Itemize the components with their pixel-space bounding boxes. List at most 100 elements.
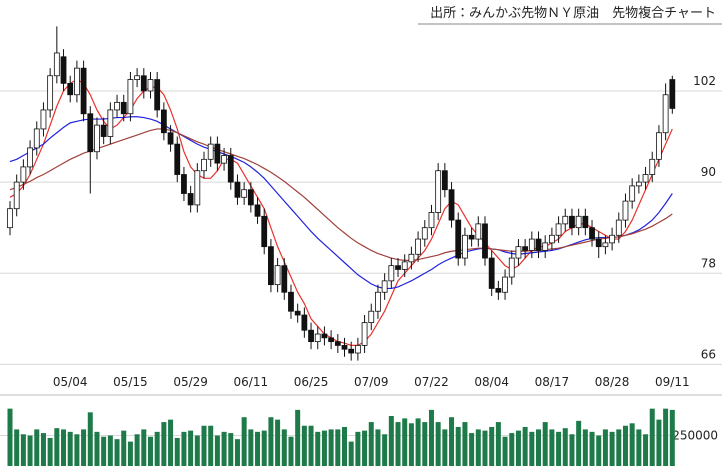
candle-body <box>247 189 254 206</box>
volume-bar <box>141 429 147 466</box>
x-tick-label: 06/25 <box>294 375 329 389</box>
volume-bar <box>616 429 622 466</box>
candle-body <box>441 170 448 191</box>
candle-body <box>528 238 535 251</box>
x-tick-label: 08/28 <box>595 375 630 389</box>
candle-body <box>174 143 181 175</box>
candle-body <box>642 174 649 183</box>
volume-bar <box>495 422 501 466</box>
volume-bar <box>288 436 294 466</box>
volume-bar <box>663 408 669 466</box>
volume-bar <box>348 441 354 466</box>
candle-body <box>127 79 134 115</box>
volume-bar <box>643 434 649 466</box>
volume-bar <box>268 417 274 466</box>
volume-bar <box>154 431 160 466</box>
volume-bar <box>442 429 448 466</box>
candle-body <box>301 314 308 331</box>
volume-bar <box>549 429 555 466</box>
candle-body <box>80 67 87 115</box>
volume-bar <box>462 422 468 466</box>
volume-bar <box>375 429 381 466</box>
volume-bar <box>7 408 13 466</box>
candle-body <box>40 109 47 130</box>
candle-body <box>114 101 120 111</box>
x-tick-label: 05/15 <box>113 375 148 389</box>
candle-body <box>388 265 395 282</box>
candle-body <box>468 234 475 240</box>
volume-bar <box>475 429 481 466</box>
volume-bar <box>556 431 562 466</box>
candle-body <box>314 333 321 343</box>
x-tick-label: 05/29 <box>173 375 208 389</box>
candle-body <box>669 79 676 109</box>
candle-body <box>187 193 194 206</box>
volume-tick-label: 250000 <box>672 429 718 443</box>
candle-body <box>261 215 268 248</box>
volume-bar <box>622 425 628 466</box>
volume-bar <box>81 429 87 466</box>
volume-bar <box>656 419 662 466</box>
volume-bar <box>301 425 307 466</box>
candle-body <box>120 101 127 115</box>
candle-body <box>415 238 421 255</box>
volume-bar <box>589 431 595 466</box>
volume-bar <box>368 422 374 466</box>
volume-bar <box>208 425 214 466</box>
candle-body <box>368 310 375 324</box>
candle-body <box>334 341 341 346</box>
candle-body <box>53 52 60 77</box>
volume-bar <box>482 430 488 466</box>
candle-body <box>328 337 335 343</box>
volume-bar <box>636 429 642 466</box>
candle-body <box>656 132 662 160</box>
candle-body <box>381 280 388 293</box>
volume-bar <box>14 429 20 466</box>
candle-body <box>488 257 495 289</box>
volume-bar <box>422 422 428 466</box>
candle-body <box>147 79 154 92</box>
candle-body <box>308 329 314 343</box>
candle-body <box>522 246 529 251</box>
volume-bar <box>194 435 200 466</box>
candle-body <box>281 265 288 293</box>
candle-body <box>254 204 261 217</box>
candle-body <box>575 215 582 229</box>
volume-bar <box>54 428 60 466</box>
candle-body <box>160 109 167 134</box>
volume-bar <box>596 435 602 466</box>
candle-body <box>341 345 348 350</box>
candle-body <box>214 143 221 164</box>
candle-body <box>348 348 355 354</box>
volume-bar <box>114 439 120 466</box>
volume-bar <box>161 422 167 466</box>
volume-bar <box>335 429 341 466</box>
y-tick-label: 78 <box>701 256 716 270</box>
volume-bar <box>328 429 334 466</box>
candle-body <box>288 291 294 312</box>
candle-body <box>482 223 488 259</box>
y-tick-label: 90 <box>701 165 716 179</box>
volume-bar <box>395 422 401 466</box>
candle-body <box>207 143 214 160</box>
candle-body <box>569 215 575 229</box>
volume-bar <box>261 430 267 466</box>
volume-bar <box>529 431 535 466</box>
candle-body <box>542 242 549 251</box>
chart-title: 出所：みんかぶ先物ＮＹ原油 先物複合チャート <box>430 5 716 21</box>
volume-bar <box>515 430 521 466</box>
volume-bar <box>536 429 542 466</box>
volume-bar <box>174 437 180 466</box>
candle-body <box>515 246 522 259</box>
candle-body <box>401 261 408 270</box>
volume-bar <box>649 408 655 466</box>
candle-body <box>354 345 361 354</box>
candle-body <box>60 56 67 84</box>
candle-body <box>609 234 615 244</box>
x-tick-label: 06/11 <box>234 375 269 389</box>
candle-body <box>649 158 656 175</box>
volume-bar <box>315 431 321 466</box>
volume-bar <box>449 417 455 466</box>
volume-bar <box>214 435 220 466</box>
candle-body <box>635 181 642 187</box>
